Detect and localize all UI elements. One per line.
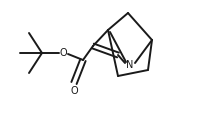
Text: O: O: [70, 86, 78, 96]
Text: O: O: [59, 48, 67, 58]
Text: N: N: [126, 60, 134, 70]
